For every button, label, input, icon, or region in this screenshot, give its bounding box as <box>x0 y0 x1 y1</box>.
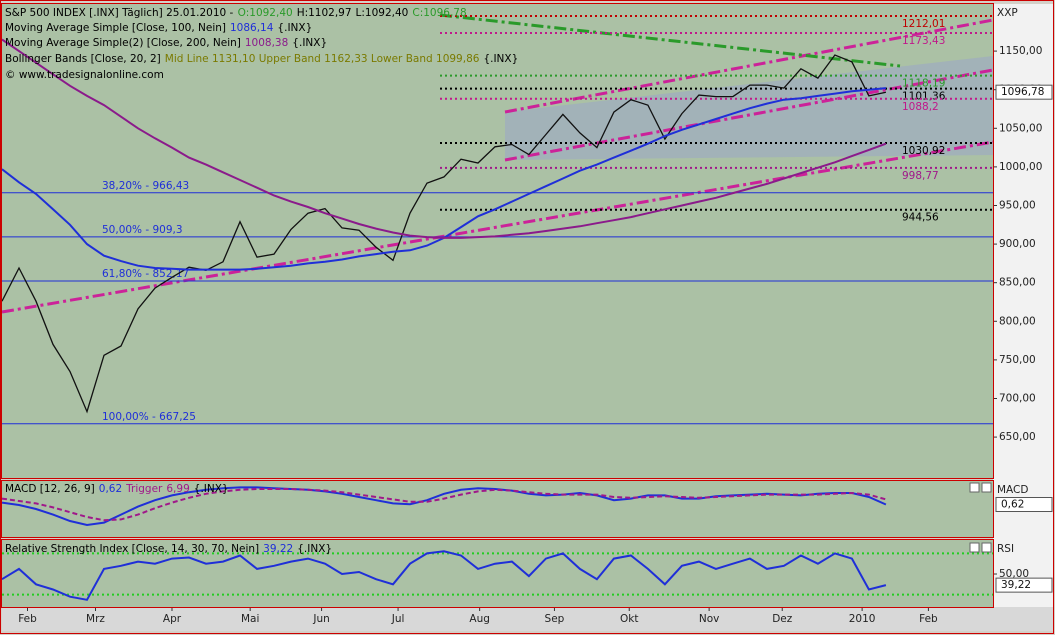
series-legend-part: Moving Average Simple [Close, 100, Nein] <box>5 22 226 34</box>
trendline <box>504 68 994 162</box>
panel-frame <box>1 480 994 538</box>
level-label: 1101,36 <box>902 91 946 103</box>
price-legend-part: L:1092,40 <box>356 7 409 19</box>
panel-button[interactable] <box>981 542 992 553</box>
price-legend: S&P 500 INDEX [.INX] Täglich] 25.01.2010… <box>5 7 467 19</box>
rsi-panel <box>2 540 993 607</box>
trendline <box>439 13 901 68</box>
last-value-label: 1096,78 <box>1001 86 1044 98</box>
level-label: 1088,2 <box>902 101 939 113</box>
macd-legend-part: MACD [12, 26, 9] <box>5 483 95 495</box>
y-tick-label: 1050,00 <box>999 122 1042 134</box>
indicator-legend-part: Mid Line 1131,10 Upper Band 1162,33 Lowe… <box>165 53 480 65</box>
source-label: © www.tradesignalonline.com <box>5 69 164 81</box>
series-legend: Moving Average Simple [Close, 100, Nein]… <box>5 22 312 34</box>
panel-button[interactable] <box>981 482 992 493</box>
y-tick-label: 650,00 <box>999 431 1036 443</box>
price-legend-part: H:1102,97 <box>297 7 352 19</box>
macd-legend: MACD [12, 26, 9] 0,62 Trigger 6,99 {.INX} <box>5 483 229 495</box>
macd-legend-part: 6,99 <box>166 483 189 495</box>
y-tick-label: 1150,00 <box>999 45 1042 57</box>
fib-label: 50,00% - 909,3 <box>102 224 183 236</box>
rsi-legend: Relative Strength Index [Close, 14, 30, … <box>5 543 332 555</box>
panel-button[interactable] <box>969 542 980 553</box>
panel-frame <box>1 3 994 479</box>
rsi-legend-part: 39,22 <box>263 543 293 555</box>
x-tick-label: Aug <box>469 613 490 625</box>
fib-label: 100,00% - 667,25 <box>102 411 196 423</box>
indicator-legend-part: Bollinger Bands [Close, 20, 2] <box>5 53 161 65</box>
y-tick-label: 800,00 <box>999 315 1036 327</box>
panel-button[interactable] <box>969 482 980 493</box>
x-tick-label: Okt <box>620 613 638 625</box>
series-line <box>1 550 887 601</box>
fib-label: 38,20% - 966,43 <box>102 180 189 192</box>
series-legend-part: {.INX} <box>277 22 312 34</box>
y-tick-label: 850,00 <box>999 277 1036 289</box>
last-value-box <box>995 84 1053 100</box>
macd-legend-part: {.INX} <box>194 483 229 495</box>
panel-symbol: RSI <box>997 543 1014 555</box>
price-legend-part: O:1092,40 <box>238 7 293 19</box>
indicator-legend-part: {.INX} <box>483 53 518 65</box>
x-axis-area <box>2 607 1053 631</box>
macd-legend-part: Trigger <box>125 483 163 495</box>
x-tick-label: Nov <box>699 613 720 625</box>
x-tick-label: Feb <box>18 613 37 625</box>
price-legend-part: S&P 500 INDEX [.INX] Täglich] 25.01.2010… <box>5 7 234 19</box>
last-value-box <box>995 497 1053 513</box>
fib-label: 61,80% - 852,17 <box>102 268 189 280</box>
x-tick-label: Feb <box>919 613 938 625</box>
trendline <box>504 18 994 114</box>
panel-symbol: MACD <box>997 484 1028 496</box>
y-tick-label: 1000,00 <box>999 161 1042 173</box>
y-tick-label: 700,00 <box>999 392 1036 404</box>
level-label: 1212,01 <box>902 18 945 30</box>
level-label: 1030,92 <box>902 145 945 157</box>
series-legend: Moving Average Simple(2) [Close, 200, Ne… <box>5 37 327 49</box>
series-line <box>1 38 887 239</box>
x-tick-label: Mrz <box>86 613 105 625</box>
y-tick-label: 900,00 <box>999 238 1036 250</box>
trendline <box>1 140 994 314</box>
series-line <box>1 54 887 414</box>
last-value-label: 0,62 <box>1001 499 1024 511</box>
series-legend-part: {.INX} <box>292 37 327 49</box>
panel-symbol: XXP <box>997 7 1018 19</box>
rsi-legend-part: {.INX} <box>297 543 332 555</box>
x-tick-label: Sep <box>545 613 565 625</box>
level-label: 944,56 <box>902 212 939 224</box>
last-value-label: 39,22 <box>1001 579 1031 591</box>
level-label: 998,77 <box>902 170 939 182</box>
series-legend-part: 1086,14 <box>230 22 274 34</box>
plot-layer: 38,20% - 966,43 50,00% - 909,3 61,80% - 85… <box>1 7 1053 625</box>
x-tick-label: Dez <box>772 613 793 625</box>
y-tick-label: 950,00 <box>999 199 1036 211</box>
panel-frame <box>1 539 994 608</box>
price-legend-part: C:1096,78 <box>412 7 466 19</box>
rsi-legend-part: Relative Strength Index [Close, 14, 30, … <box>5 543 259 555</box>
x-tick-label: Jul <box>391 613 405 625</box>
indicator-legend: Bollinger Bands [Close, 20, 2] Mid Line 1… <box>5 53 518 65</box>
last-value-box <box>995 577 1053 593</box>
y-tick-label: 750,00 <box>999 354 1036 366</box>
series-legend-part: 1008,38 <box>245 37 288 49</box>
y-tick-label: 50,00 <box>999 568 1029 580</box>
macd-legend-part: 0,62 <box>99 483 122 495</box>
level-label: 1173,43 <box>902 35 945 47</box>
series-legend-part: Moving Average Simple(2) [Close, 200, Ne… <box>5 37 241 49</box>
x-tick-label: Jun <box>312 613 329 625</box>
x-tick-label: Apr <box>163 613 182 625</box>
level-label: 1118,19 <box>902 78 945 90</box>
x-tick-label: Mai <box>241 613 259 625</box>
series-line <box>1 488 887 522</box>
x-tick-label: 2010 <box>849 613 876 625</box>
